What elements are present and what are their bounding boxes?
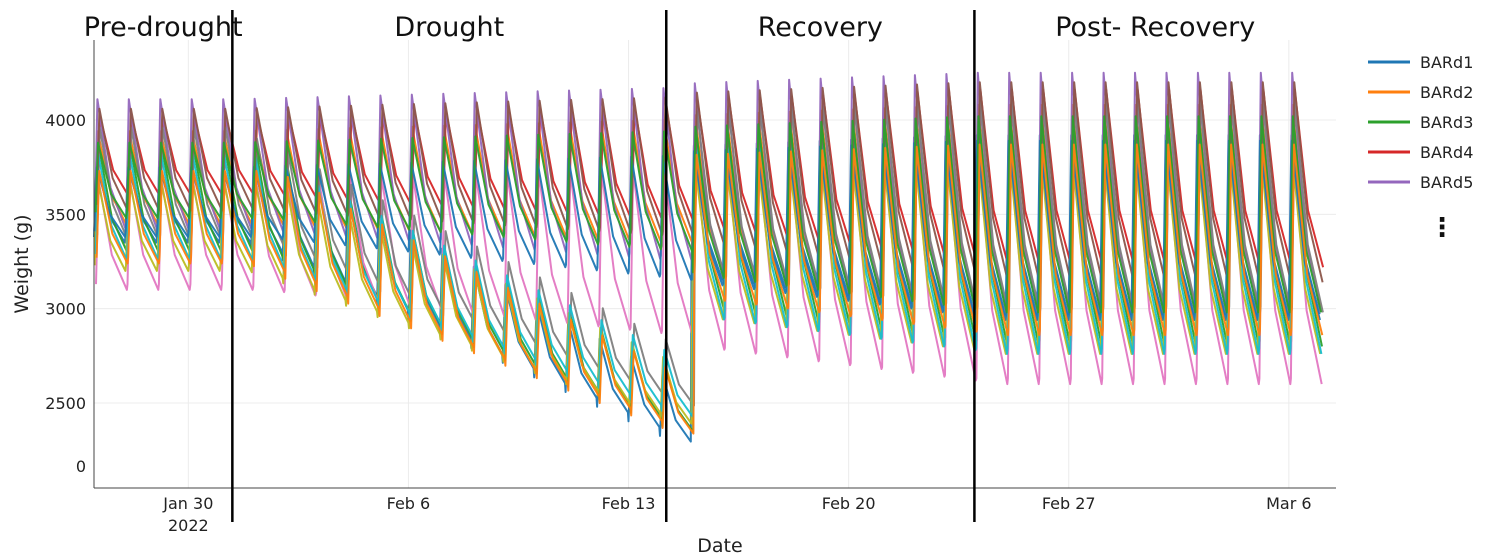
y-tick-label: 0 bbox=[76, 457, 86, 476]
x-axis-title: Date bbox=[697, 535, 742, 557]
legend-label: BARd3 bbox=[1420, 113, 1473, 132]
y-tick-label: 2500 bbox=[45, 394, 86, 413]
phase-label: Drought bbox=[394, 12, 504, 43]
legend-more-icon: ⋮ bbox=[1429, 213, 1455, 243]
x-tick-label: Feb 27 bbox=[1042, 494, 1096, 513]
axes bbox=[93, 40, 1336, 489]
phase-label: Recovery bbox=[758, 12, 883, 43]
legend-label: BARd5 bbox=[1420, 173, 1473, 192]
phase-label: Post- Recovery bbox=[1055, 12, 1255, 43]
legend: BARd1 BARd2 BARd3 BARd4 BARd5 bbox=[1368, 53, 1473, 192]
phase-dividers: Pre-drought Drought Recovery Post- Recovery bbox=[84, 10, 1255, 522]
series-line bbox=[96, 100, 1324, 407]
y-tick-label: 3500 bbox=[45, 205, 86, 224]
x-tick-label: Feb 20 bbox=[822, 494, 876, 513]
legend-label: BARd4 bbox=[1420, 143, 1473, 162]
x-tick-label: Jan 30 bbox=[162, 494, 213, 513]
series-lines bbox=[93, 71, 1325, 443]
x-tick-label: Feb 13 bbox=[602, 494, 656, 513]
x-tick-label: Feb 6 bbox=[387, 494, 431, 513]
x-tick-sublabel: 2022 bbox=[168, 516, 209, 535]
legend-label: BARd1 bbox=[1420, 53, 1473, 72]
phase-label: Pre-drought bbox=[84, 12, 243, 43]
x-tick-label: Mar 6 bbox=[1266, 494, 1311, 513]
series-line bbox=[95, 143, 1324, 435]
legend-label: BARd2 bbox=[1420, 83, 1473, 102]
y-axis-title: Weight (g) bbox=[11, 214, 33, 313]
x-tick-labels: Jan 30 2022 Feb 6 Feb 13 Feb 20 Feb 27 Mar 6 bbox=[162, 494, 1311, 535]
series-line bbox=[94, 115, 1323, 314]
y-tick-labels: 0 2500 3000 3500 4000 bbox=[45, 111, 86, 476]
y-tick-label: 4000 bbox=[45, 111, 86, 130]
series-line bbox=[95, 81, 1324, 284]
y-tick-label: 3000 bbox=[45, 300, 86, 319]
